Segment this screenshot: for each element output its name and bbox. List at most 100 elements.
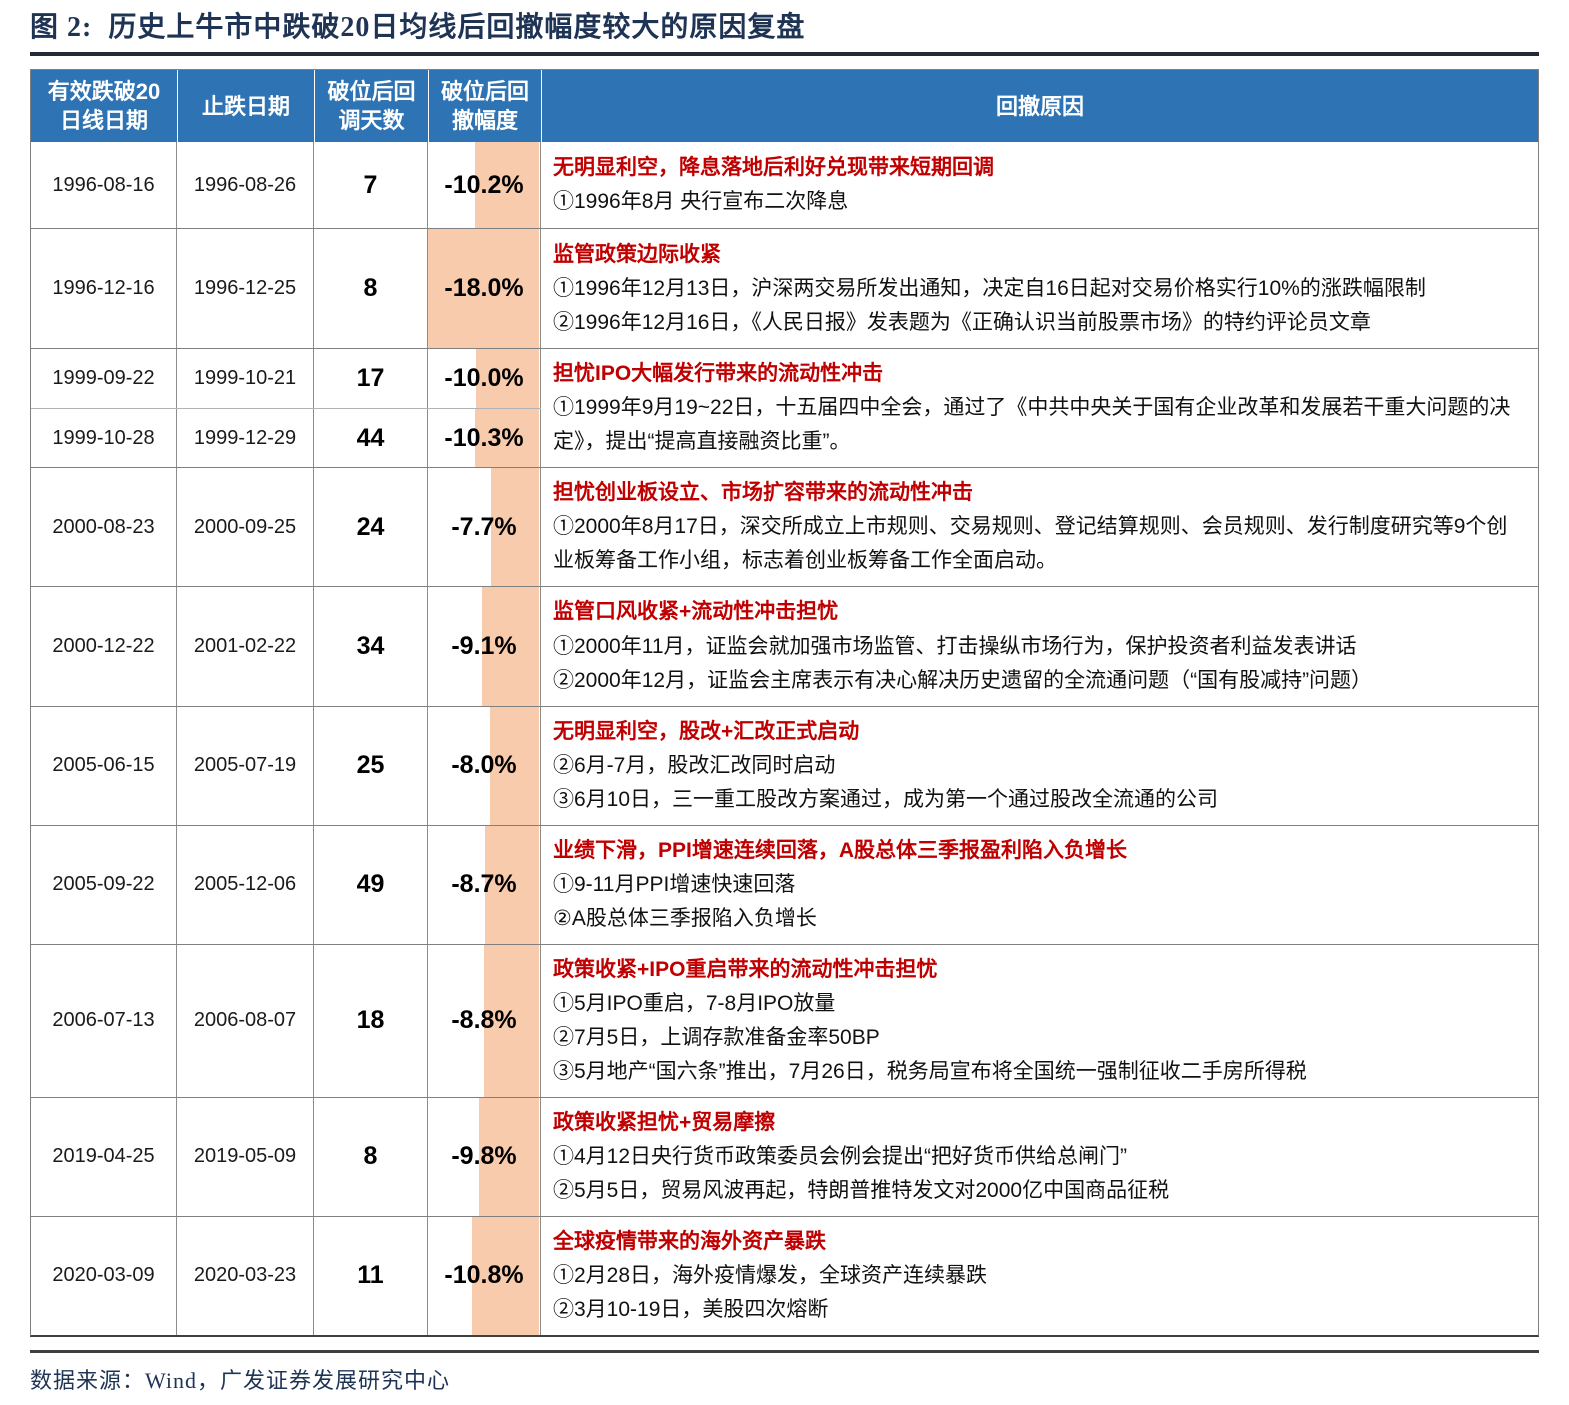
table-group: 2019-04-25 2019-05-09 8 -9.8% 政策收紧担忧+贸易摩… <box>31 1096 1538 1216</box>
reason-cell: 业绩下滑，PPI增速连续回落，A股总体三季报盈利陷入负增长 ①9-11月PPI增… <box>541 826 1538 944</box>
days-cell: 34 <box>314 587 428 706</box>
days-cell: 49 <box>314 825 428 944</box>
drawdown-bar <box>490 468 539 587</box>
table-group: 2020-03-09 2020-03-23 11 -10.8% 全球疫情带来的海… <box>31 1215 1538 1335</box>
break-date-cell: 1999-09-22 <box>31 349 177 408</box>
days-cell: 18 <box>314 944 428 1097</box>
drawdown-cell: -8.0% <box>428 706 541 825</box>
days-cell: 11 <box>314 1216 428 1335</box>
break-date-cell: 2006-07-13 <box>31 944 177 1097</box>
table-row: 2005-09-22 2005-12-06 49 -8.7% <box>31 825 541 944</box>
table-group: 2000-08-23 2000-09-25 24 -7.7% 担忧创业板设立、市… <box>31 467 1538 587</box>
drawdown-bar <box>478 1097 539 1216</box>
drawdown-value: -8.0% <box>451 751 517 780</box>
days-cell: 24 <box>314 468 428 587</box>
drawdown-cell: -10.8% <box>428 1216 541 1335</box>
drawdown-bar <box>485 825 539 944</box>
reason-title: 担忧IPO大幅发行带来的流动性冲击 <box>553 362 884 386</box>
header-drawdown: 破位后回 撤幅度 <box>428 70 541 143</box>
reason-detail: ①9-11月PPI增速快速回落 <box>553 872 796 896</box>
days-cell: 17 <box>314 349 428 408</box>
reason-title: 政策收紧担忧+贸易摩擦 <box>553 1110 776 1134</box>
stop-date-cell: 2005-12-06 <box>177 825 314 944</box>
figure-title: 图 2: 历史上牛市中跌破20日均线后回撤幅度较大的原因复盘 <box>30 12 806 43</box>
table-group: 2006-07-13 2006-08-07 18 -8.8% 政策收紧+IPO重… <box>31 943 1538 1097</box>
drawdown-cell: -10.0% <box>428 349 541 408</box>
reason-cell: 政策收紧+IPO重启带来的流动性冲击担忧 ①5月IPO重启，7-8月IPO放量 … <box>541 945 1538 1097</box>
reason-detail: ①1999年9月19~22日，十五届四中全会，通过了《中共中央关于国有企业改革和… <box>553 396 1511 454</box>
stop-date-cell: 1999-10-21 <box>177 349 314 408</box>
reason-title: 业绩下滑，PPI增速连续回落，A股总体三季报盈利陷入负增长 <box>553 838 1128 862</box>
drawdown-reasons-table: 有效跌破20 日线日期 止跌日期 破位后回 调天数 破位后回 撤幅度 回撤原因 … <box>30 69 1539 1337</box>
stop-date-cell: 2019-05-09 <box>177 1097 314 1216</box>
drawdown-value: -7.7% <box>451 512 517 541</box>
drawdown-bar <box>475 142 539 229</box>
reason-detail: ③5月地产“国六条”推出，7月26日，税务局宣布将全国统一强制征收二手房所得税 <box>553 1059 1307 1083</box>
reason-detail: ①1996年8月 央行宣布二次降息 <box>553 190 849 214</box>
reason-cell: 监管口风收紧+流动性冲击担忧 ①2000年11月，证监会就加强市场监管、打击操纵… <box>541 587 1538 705</box>
drawdown-value: -18.0% <box>444 274 524 303</box>
reason-title: 担忧创业板设立、市场扩容带来的流动性冲击 <box>553 481 973 505</box>
header-reason: 回撤原因 <box>541 70 1538 143</box>
drawdown-value: -10.2% <box>444 170 524 199</box>
reason-title: 无明显利空，降息落地后利好兑现带来短期回调 <box>553 156 994 180</box>
drawdown-cell: -9.8% <box>428 1097 541 1216</box>
reason-detail: ①5月IPO重启，7-8月IPO放量 <box>553 991 836 1015</box>
reason-cell: 全球疫情带来的海外资产暴跌 ①2月28日，海外疫情爆发，全球资产连续暴跌 ②3月… <box>541 1217 1538 1335</box>
drawdown-cell: -8.8% <box>428 944 541 1097</box>
drawdown-value: -10.0% <box>444 364 524 393</box>
reason-detail: ②7月5日，上调存款准备金率50BP <box>553 1025 880 1049</box>
drawdown-bar <box>475 408 539 468</box>
drawdown-value: -10.8% <box>444 1261 524 1290</box>
drawdown-cell: -10.3% <box>428 408 541 468</box>
reason-cell: 无明显利空，股改+汇改正式启动 ②6月-7月，股改汇改同时启动 ③6月10日，三… <box>541 707 1538 825</box>
drawdown-value: -8.8% <box>451 1006 517 1035</box>
reason-title: 无明显利空，股改+汇改正式启动 <box>553 719 860 743</box>
drawdown-value: -10.3% <box>444 423 524 452</box>
table-group: 2005-06-15 2005-07-19 25 -8.0% 无明显利空，股改+… <box>31 705 1538 825</box>
reason-detail: ②6月-7月，股改汇改同时启动 <box>553 753 836 777</box>
days-cell: 44 <box>314 408 428 468</box>
header-stop-date: 止跌日期 <box>177 70 314 143</box>
stop-date-cell: 1996-08-26 <box>177 142 314 229</box>
stop-date-cell: 2005-07-19 <box>177 706 314 825</box>
drawdown-value: -9.8% <box>451 1142 517 1171</box>
break-date-cell: 2000-12-22 <box>31 587 177 706</box>
reason-detail: ②3月10-19日，美股四次熔断 <box>553 1297 829 1321</box>
reason-detail: ①2000年11月，证监会就加强市场监管、打击操纵市场行为，保护投资者利益发表讲… <box>553 634 1357 658</box>
drawdown-cell: -8.7% <box>428 825 541 944</box>
drawdown-cell: -9.1% <box>428 587 541 706</box>
break-date-cell: 2005-09-22 <box>31 825 177 944</box>
days-cell: 8 <box>314 1097 428 1216</box>
stop-date-cell: 2001-02-22 <box>177 587 314 706</box>
reason-detail: ①2000年8月17日，深交所成立上市规则、交易规则、登记结算规则、会员规则、发… <box>553 515 1508 573</box>
break-date-cell: 2020-03-09 <box>31 1216 177 1335</box>
table-row: 2006-07-13 2006-08-07 18 -8.8% <box>31 944 541 1097</box>
break-date-cell: 2019-04-25 <box>31 1097 177 1216</box>
reason-detail: ②5月5日，贸易风波再起，特朗普推特发文对2000亿中国商品征税 <box>553 1178 1170 1202</box>
break-date-cell: 1996-12-16 <box>31 229 177 349</box>
drawdown-value: -9.1% <box>451 632 517 660</box>
drawdown-cell: -10.2% <box>428 142 541 229</box>
stop-date-cell: 1996-12-25 <box>177 229 314 349</box>
table-row: 1996-08-16 1996-08-26 7 -10.2% <box>31 142 541 229</box>
stop-date-cell: 1999-12-29 <box>177 408 314 468</box>
table-header-row: 有效跌破20 日线日期 止跌日期 破位后回 调天数 破位后回 撤幅度 回撤原因 <box>31 70 1538 143</box>
reason-detail: ②A股总体三季报陷入负增长 <box>553 906 817 930</box>
table-row: 1999-10-28 1999-12-29 44 -10.3% <box>31 407 541 468</box>
days-cell: 8 <box>314 229 428 349</box>
table-group: 1996-08-16 1996-08-26 7 -10.2% 无明显利空，降息落… <box>31 142 1538 229</box>
drawdown-cell: -7.7% <box>428 468 541 587</box>
stop-date-cell: 2020-03-23 <box>177 1216 314 1335</box>
reason-detail: ②2000年12月，证监会主席表示有决心解决历史遗留的全流通问题（“国有股减持”… <box>553 668 1373 692</box>
header-days: 破位后回 调天数 <box>314 70 428 143</box>
header-break-date: 有效跌破20 日线日期 <box>47 78 161 134</box>
reason-cell: 监管政策边际收紧 ①1996年12月13日，沪深两交易所发出通知，决定自16日起… <box>541 229 1538 348</box>
reason-title: 监管政策边际收紧 <box>553 242 721 266</box>
reason-detail: ②1996年12月16日，《人民日报》发表题为《正确认识当前股票市场》的特约评论… <box>553 310 1371 334</box>
drawdown-cell: -18.0% <box>428 229 541 349</box>
drawdown-value: -8.7% <box>451 870 517 899</box>
drawdown-bar <box>428 229 539 349</box>
table-row: 2000-08-23 2000-09-25 24 -7.7% <box>31 468 541 587</box>
